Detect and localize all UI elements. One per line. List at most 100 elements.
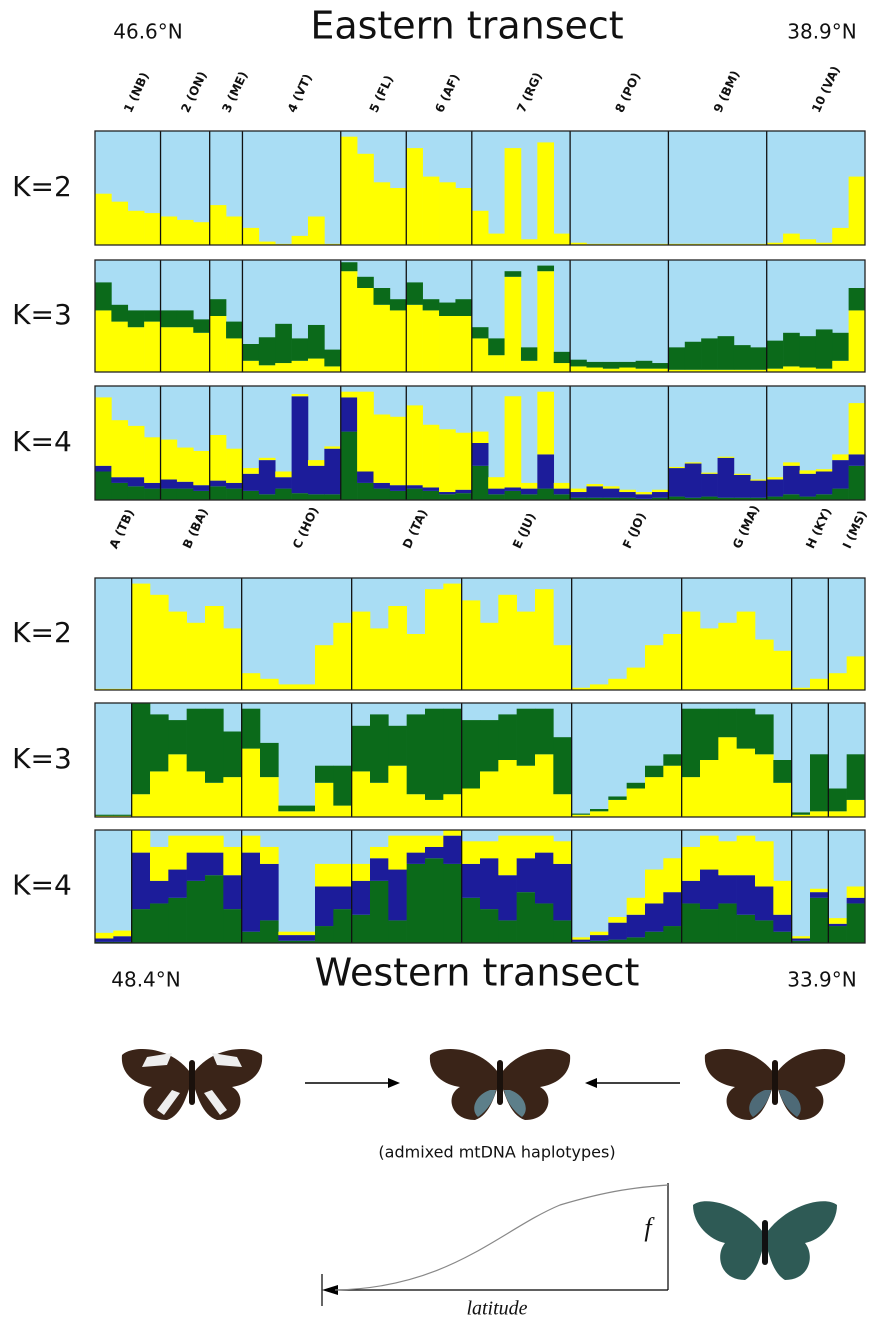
ancestry-segment (736, 914, 756, 943)
k-label: K=4 (12, 425, 72, 458)
ancestry-segment (461, 841, 481, 864)
ancestry-segment (333, 909, 352, 943)
ancestry-segment (95, 938, 114, 942)
ancestry-segment (176, 488, 194, 500)
ancestry-segment (553, 494, 571, 500)
ancestry-segment (389, 310, 407, 372)
ancestry-segment (516, 858, 536, 893)
ancestry-segment (626, 897, 646, 915)
ancestry-segment (590, 684, 609, 690)
ancestry-segment (684, 369, 702, 372)
ancestry-segment (455, 493, 473, 500)
ancestry-segment (422, 487, 440, 491)
ancestry-segment (307, 324, 325, 359)
ancestry-segment (750, 480, 768, 498)
ancestry-segment (241, 852, 261, 932)
ancestry-segment (357, 471, 374, 483)
ancestry-segment (160, 488, 178, 500)
ancestry-segment (406, 485, 423, 489)
ancestry-segment (291, 338, 309, 361)
ancestry-segment (602, 486, 620, 489)
ancestry-segment (131, 852, 151, 910)
ancestry-segment (684, 341, 702, 370)
ancestry-segment (340, 391, 358, 398)
ancestry-segment (645, 869, 664, 904)
ancestry-segment (828, 811, 847, 817)
west-title: Western transect (315, 951, 640, 995)
population-label: 4 (VT) (285, 72, 315, 115)
ancestry-segment (373, 488, 391, 500)
ancestry-segment (608, 917, 627, 923)
ancestry-segment (193, 222, 210, 245)
ancestry-segment (205, 708, 224, 783)
ancestry-segment (439, 182, 456, 245)
ancestry-segment (504, 276, 522, 372)
ancestry-segment (773, 931, 792, 943)
ancestry-segment (357, 276, 374, 288)
ancestry-segment (488, 355, 505, 372)
ancestry-segment (553, 488, 571, 495)
ancestry-segment (681, 777, 701, 817)
ancestry-segment (828, 673, 847, 690)
ancestry-segment (340, 397, 358, 432)
ancestry-segment (571, 937, 591, 940)
west-right-label: 33.9°N (787, 968, 857, 992)
ancestry-segment (241, 748, 261, 817)
panel-frame (94, 130, 866, 246)
ancestry-segment (750, 479, 768, 481)
ancestry-segment (570, 497, 587, 500)
ancestry-segment (736, 708, 756, 749)
ancestry-segment (535, 835, 554, 853)
ancestry-segment (520, 482, 538, 489)
ancestry-segment (773, 880, 792, 915)
ancestry-segment (226, 482, 243, 489)
ancestry-segment (315, 926, 334, 943)
ancestry-segment (176, 310, 194, 328)
ancestry-segment (296, 805, 316, 812)
ancestry-segment (736, 611, 756, 690)
ancestry-segment (296, 940, 316, 943)
ancestry-segment (95, 397, 112, 466)
butterfly-pipevine (693, 1201, 837, 1280)
ancestry-segment (209, 316, 227, 372)
panel-frame (94, 577, 866, 691)
ancestry-segment (832, 332, 849, 361)
ancestry-segment (736, 835, 756, 876)
ancestry-segment (242, 473, 260, 491)
ancestry-segment (799, 473, 817, 497)
ancestry-segment (832, 360, 849, 372)
ancestry-segment (422, 176, 440, 245)
k-label: K=4 (12, 869, 72, 902)
ancestry-segment (701, 473, 718, 497)
ancestry-segment (113, 814, 132, 816)
ancestry-segment (733, 473, 751, 475)
ancestry-segment (351, 863, 371, 881)
ancestry-segment (755, 754, 774, 817)
ancestry-segment (717, 336, 735, 370)
ancestry-segment (186, 880, 206, 943)
ancestry-segment (668, 369, 686, 372)
ancestry-segment (370, 628, 389, 690)
ancestry-segment (241, 835, 261, 853)
population-label: G (MA) (730, 503, 762, 551)
ancestry-segment (736, 748, 756, 817)
ancestry-segment (388, 869, 407, 921)
ancestry-segment (755, 920, 774, 943)
ancestry-segment (131, 794, 151, 817)
ancestry-segment (570, 242, 587, 245)
ancestry-segment (422, 424, 440, 488)
ancestry-segment (498, 875, 517, 921)
ancestry-segment (315, 765, 334, 783)
ancestry-segment (113, 936, 132, 942)
k-label: K=3 (12, 742, 72, 775)
ancestry-segment (439, 492, 456, 495)
ancestry-segment (260, 678, 279, 690)
ancestry-segment (168, 754, 187, 817)
ancestry-segment (373, 482, 391, 489)
ancestry-segment (150, 903, 169, 943)
ancestry-segment (645, 903, 664, 932)
ancestry-segment (516, 892, 536, 943)
ancestry-segment (373, 414, 391, 483)
ancestry-segment (471, 327, 489, 339)
ancestry-segment (226, 338, 243, 372)
